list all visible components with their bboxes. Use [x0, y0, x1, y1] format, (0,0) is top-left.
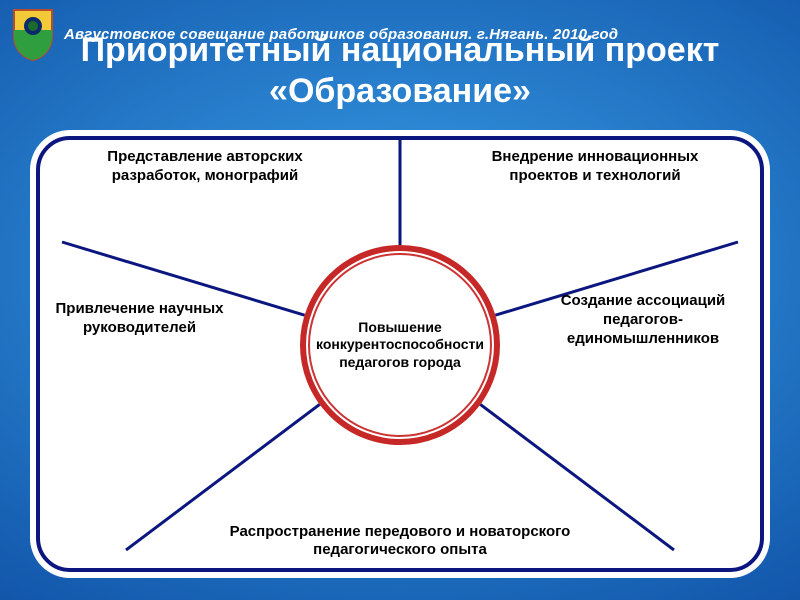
segment-bottom: Распространение передового и новаторског…: [220, 523, 580, 561]
slide: Августовское совещание работников образо…: [0, 0, 800, 600]
slide-title: Приоритетный национальный проект «Образо…: [0, 30, 800, 112]
segment-top-right: Внедрение инновационных проектов и техно…: [460, 148, 730, 186]
segment-mid-left: Привлечение научных руководителей: [52, 300, 227, 338]
diagram-card: Представление авторских разработок, моно…: [30, 130, 770, 578]
segment-top-left: Представление авторских разработок, моно…: [70, 148, 340, 186]
center-text: Повышение конкурентоспособности педагого…: [298, 319, 502, 372]
center-circle: Повышение конкурентоспособности педагого…: [300, 245, 500, 445]
segment-mid-right: Создание ассоциаций педагогов-единомышле…: [538, 292, 748, 348]
